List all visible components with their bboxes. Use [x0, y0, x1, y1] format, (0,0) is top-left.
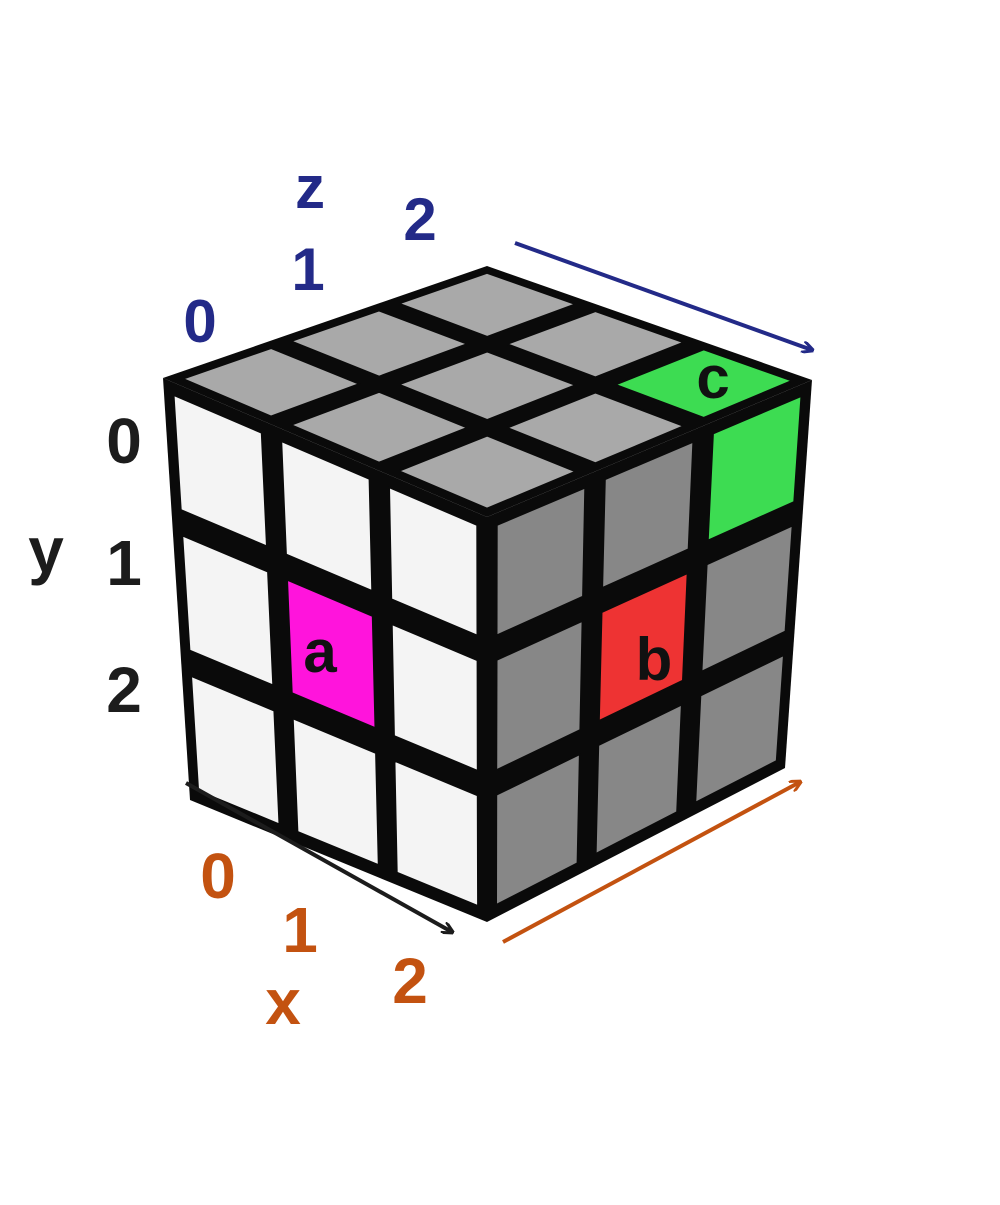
- top-face-sticker: [397, 434, 577, 510]
- right-face-sticker: [597, 572, 689, 723]
- front-face-sticker: [190, 674, 281, 826]
- right-face-sticker: [495, 753, 581, 907]
- front-face-sticker: [172, 393, 268, 548]
- right-face: [487, 380, 812, 922]
- z-tick-2: 2: [403, 186, 436, 253]
- top-face-sticker: [505, 310, 686, 379]
- y-axis-label: y: [28, 514, 64, 586]
- z-tick-1: 1: [291, 236, 324, 303]
- front-face-sticker: [291, 717, 380, 867]
- sticker-label-c: c: [696, 344, 729, 411]
- right-face-sticker: [700, 524, 794, 673]
- front-face: [163, 378, 487, 922]
- sticker-label-a: a: [303, 618, 337, 685]
- front-face-sticker: [280, 440, 374, 593]
- x-axis-arrow-side: [502, 782, 800, 944]
- y-tick-1: 1: [106, 527, 142, 599]
- right-face-sticker: [594, 703, 683, 856]
- z-tick-0: 0: [183, 288, 216, 355]
- cube-faces: [163, 266, 812, 922]
- right-face-sticker: [495, 619, 584, 772]
- front-face-sticker: [388, 486, 479, 637]
- z-axis-label: z: [295, 154, 325, 221]
- right-face-sticker: [495, 486, 587, 637]
- top-face: [163, 266, 812, 517]
- top-face-sticker: [289, 390, 469, 464]
- top-face-sticker: [505, 391, 686, 465]
- z-axis-arrow: [514, 241, 812, 350]
- y-tick-2: 2: [106, 654, 142, 726]
- front-face-sticker: [181, 534, 275, 687]
- top-face-sticker: [613, 348, 794, 419]
- x-tick-1: 1: [282, 894, 318, 966]
- sticker-label-b: b: [636, 626, 673, 693]
- front-face-sticker: [286, 578, 377, 730]
- x-axis-label: x: [265, 966, 301, 1038]
- axis-arrows: [185, 241, 812, 944]
- top-face-sticker: [289, 309, 469, 378]
- y-tick-0: 0: [106, 405, 142, 477]
- x-tick-0: 0: [200, 840, 236, 912]
- front-face-sticker: [393, 759, 480, 908]
- top-face-sticker: [397, 350, 577, 421]
- front-face-sticker: [390, 622, 479, 772]
- top-face-sticker: [181, 347, 361, 418]
- top-face-sticker: [397, 271, 577, 338]
- x-tick-2: 2: [392, 945, 428, 1017]
- x-axis-arrow-front: [185, 781, 452, 932]
- right-face-sticker: [694, 653, 785, 804]
- right-face-sticker: [706, 394, 803, 542]
- right-face-sticker: [601, 440, 695, 590]
